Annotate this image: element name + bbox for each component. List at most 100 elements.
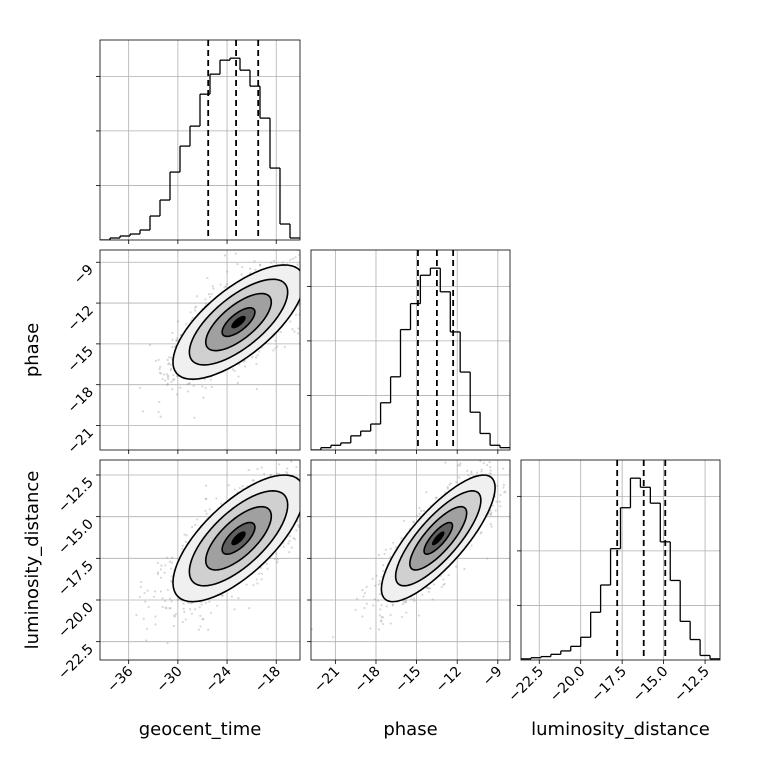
- sample-point: [185, 534, 188, 537]
- sample-point: [384, 548, 387, 551]
- sample-point: [201, 385, 204, 388]
- sample-point: [301, 496, 303, 498]
- x-tick-label: −20.0: [547, 664, 589, 706]
- sample-point: [142, 617, 145, 620]
- sample-point: [204, 298, 207, 301]
- sample-point: [249, 267, 252, 270]
- sample-point: [301, 473, 303, 475]
- sample-point: [245, 583, 248, 586]
- sample-point: [236, 263, 239, 266]
- sample-point: [225, 282, 229, 286]
- sample-point: [153, 590, 157, 593]
- sample-point: [258, 350, 261, 353]
- sample-point: [378, 614, 381, 617]
- sample-point: [159, 576, 163, 579]
- sample-point: [276, 561, 279, 564]
- panel-frame: [310, 249, 511, 451]
- sample-point: [389, 547, 392, 550]
- joint-content: [138, 250, 337, 419]
- sample-point: [212, 287, 215, 290]
- contour-line: [188, 490, 289, 587]
- sample-point: [163, 373, 166, 376]
- sample-point: [204, 386, 207, 390]
- sample-point: [315, 262, 317, 264]
- y-tick-label: −15.0: [55, 516, 97, 558]
- sample-point: [297, 304, 300, 307]
- sample-point: [274, 347, 277, 350]
- sample-point: [173, 378, 176, 381]
- sample-point: [463, 568, 466, 571]
- panel-frame: [520, 459, 721, 661]
- sample-point: [166, 373, 169, 376]
- sample-point: [427, 587, 430, 590]
- sample-point: [172, 624, 176, 628]
- sample-point: [197, 628, 200, 631]
- sample-point: [431, 598, 434, 601]
- sample-point: [470, 544, 473, 547]
- sample-point: [242, 360, 245, 363]
- sample-point: [254, 356, 258, 359]
- sample-point: [513, 464, 515, 466]
- sample-point: [356, 597, 359, 600]
- sample-point: [241, 265, 244, 269]
- sample-point: [142, 410, 145, 413]
- sample-point: [171, 346, 174, 349]
- sample-point: [315, 282, 317, 284]
- y-tick-label: −12.5: [55, 475, 97, 517]
- sample-point: [186, 383, 189, 386]
- sample-point: [159, 415, 162, 418]
- sample-point: [202, 618, 205, 621]
- sample-point: [332, 636, 335, 639]
- sample-point: [335, 254, 337, 256]
- sample-point: [293, 330, 296, 333]
- sample-point: [365, 585, 368, 589]
- sample-point: [265, 562, 268, 565]
- sample-point: [363, 606, 366, 610]
- sample-point: [490, 511, 493, 514]
- sample-point: [266, 567, 269, 570]
- sample-point: [418, 507, 421, 510]
- sample-point: [289, 320, 292, 323]
- sample-point: [226, 270, 229, 273]
- sample-point: [243, 359, 247, 362]
- sample-point: [446, 486, 449, 489]
- sample-point: [170, 600, 173, 603]
- x-tick-label: −36: [104, 663, 136, 695]
- sample-point: [279, 330, 282, 334]
- sample-point: [165, 607, 168, 610]
- sample-point: [502, 483, 505, 487]
- sample-point: [480, 470, 483, 473]
- sample-point: [382, 569, 385, 573]
- density-peak: [231, 531, 246, 546]
- histogram-bars: [521, 460, 720, 660]
- sample-point: [315, 500, 317, 502]
- sample-point: [294, 452, 296, 454]
- sample-point: [303, 262, 305, 264]
- sample-point: [467, 474, 470, 477]
- y-axis-label: phase: [22, 323, 43, 377]
- sample-point: [302, 260, 304, 262]
- sample-point: [273, 557, 276, 561]
- sample-point: [304, 262, 306, 264]
- sample-point: [412, 520, 415, 523]
- sample-point: [158, 368, 161, 371]
- sample-point: [380, 616, 383, 619]
- sample-point: [286, 472, 289, 475]
- sample-point: [157, 411, 160, 414]
- sample-point: [311, 257, 313, 259]
- sample-point: [502, 486, 505, 489]
- sample-point: [182, 607, 185, 610]
- sample-point: [420, 509, 423, 512]
- sample-point: [209, 378, 212, 381]
- sample-point: [321, 287, 323, 289]
- sample-point: [425, 491, 428, 494]
- sample-point: [308, 257, 310, 259]
- sample-point: [231, 368, 234, 371]
- sample-point: [203, 378, 206, 381]
- sample-point: [537, 445, 539, 447]
- sample-point: [301, 489, 303, 491]
- y-tick-label: −18: [65, 384, 97, 416]
- sample-point: [256, 467, 259, 471]
- sample-point: [486, 464, 489, 467]
